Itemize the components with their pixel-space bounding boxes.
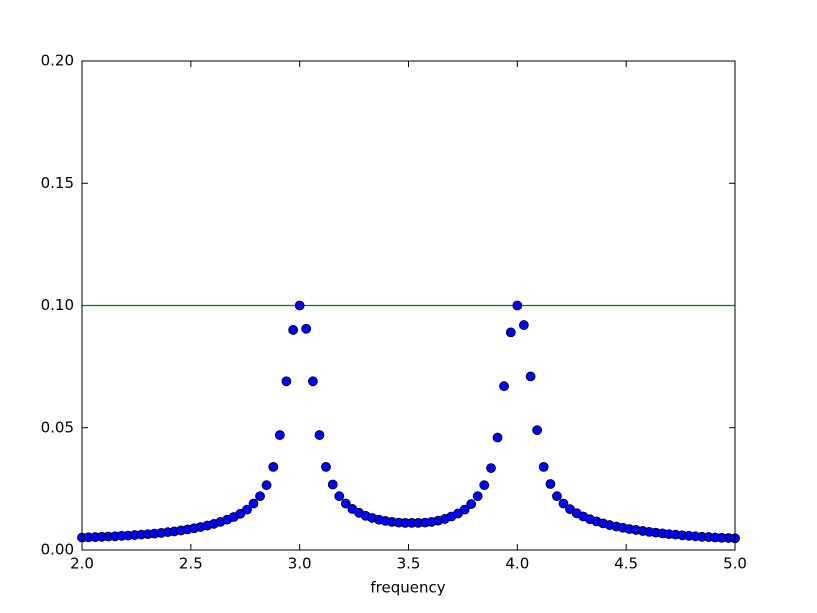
scatter-point [486,463,496,473]
scatter-point [558,498,569,509]
scatter-point [518,320,529,330]
x-tick-label: 2.5 [179,555,203,573]
y-tick-label: 0.00 [41,541,74,559]
scatter-point [459,504,470,515]
x-tick-label: 5.0 [723,555,747,573]
scatter-point [552,491,562,502]
scatter-point [472,491,483,502]
scatter-point [545,479,556,489]
scatter-point [255,491,265,502]
x-tick-label: 3.5 [397,555,421,573]
scatter-point [538,461,549,472]
scatter-point [327,479,338,490]
scatter-point [466,499,477,509]
x-tick-label: 4.5 [614,555,638,573]
y-tick-label: 0.10 [41,296,74,314]
scatter-point [492,432,503,443]
scatter-point [479,480,490,491]
scatter-point [308,376,318,387]
scatter-point [274,430,285,440]
scatter-point [532,425,543,436]
scatter-point [505,327,516,338]
scatter-point [248,498,259,509]
scatter-point [525,371,536,382]
scatter-point [314,430,325,440]
y-tick-label: 0.20 [41,52,74,70]
x-tick-label: 2.0 [70,555,94,573]
plot-frame [81,60,736,551]
x-tick-label: 4.0 [505,555,529,573]
scatter-point [334,491,345,502]
scatter-point [301,323,312,334]
y-tick-label: 0.05 [41,418,74,436]
scatter-point [321,461,331,472]
x-axis-label: frequency [370,579,445,597]
scatter-point [268,461,279,472]
scatter-point [499,381,509,392]
scatter-point [261,480,272,491]
scatter-point [288,325,299,335]
scatter-point [281,376,292,387]
scatter-point [340,498,351,509]
scatter-point [294,300,305,311]
scatter-point [512,300,523,311]
x-tick-label: 3.0 [288,555,312,573]
scatter-point [242,504,252,515]
y-tick-label: 0.15 [41,174,74,192]
